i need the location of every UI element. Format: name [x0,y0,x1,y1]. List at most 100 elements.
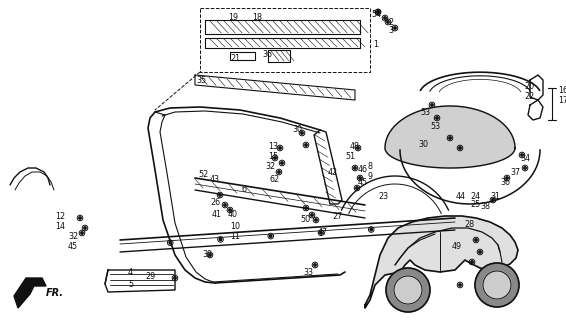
Circle shape [370,228,372,231]
Circle shape [483,271,511,299]
Text: 33: 33 [303,268,313,277]
Text: 36: 36 [262,50,272,59]
Circle shape [357,147,359,149]
Text: 18: 18 [252,13,262,22]
Text: 35: 35 [196,76,206,85]
Text: 9: 9 [368,172,373,181]
Text: 19: 19 [228,13,238,22]
Circle shape [492,199,494,201]
Text: 43: 43 [210,175,220,184]
Text: 2: 2 [388,18,393,27]
Circle shape [475,239,477,241]
Text: 6: 6 [242,185,247,194]
Text: 44: 44 [456,192,466,201]
Circle shape [459,147,461,149]
Text: 41: 41 [212,210,222,219]
Circle shape [449,137,451,139]
Text: 14: 14 [55,222,65,231]
Text: 28: 28 [464,220,474,229]
Circle shape [281,162,283,164]
Circle shape [521,154,523,156]
Text: 27: 27 [332,212,342,221]
Text: 22: 22 [524,92,534,101]
Circle shape [209,254,211,256]
Text: 52: 52 [198,170,208,179]
Text: 50: 50 [300,215,310,224]
Circle shape [279,147,281,149]
Circle shape [79,217,81,219]
Circle shape [386,268,430,312]
Text: 47: 47 [318,228,328,237]
Text: 45: 45 [358,178,368,187]
Text: 48: 48 [350,142,360,151]
Text: 51: 51 [345,152,355,161]
Text: 32: 32 [68,232,78,241]
Circle shape [169,242,171,244]
Text: 31: 31 [490,192,500,201]
Text: 5: 5 [128,280,133,289]
Circle shape [278,171,280,173]
Text: 17: 17 [558,96,566,105]
Circle shape [387,21,389,23]
Text: 39: 39 [202,250,212,259]
Circle shape [394,276,422,304]
Text: 15: 15 [268,152,278,161]
Text: 20: 20 [524,82,534,91]
Circle shape [320,232,322,234]
Circle shape [224,204,226,206]
Text: 1: 1 [373,40,378,49]
Circle shape [394,27,396,29]
Text: 21: 21 [230,54,240,63]
Circle shape [479,251,481,253]
Circle shape [315,219,317,221]
Circle shape [354,167,356,169]
Circle shape [384,17,386,19]
Text: 62: 62 [270,175,280,184]
Text: 40: 40 [228,210,238,219]
Text: 29: 29 [145,272,155,281]
Circle shape [524,167,526,169]
Text: 53: 53 [430,122,440,131]
Text: 25: 25 [470,200,480,209]
Text: 30: 30 [292,125,302,134]
Text: 11: 11 [230,232,240,241]
Text: 13: 13 [268,142,278,151]
Text: 37: 37 [510,168,520,177]
Text: FR.: FR. [46,288,64,298]
Text: 3: 3 [388,26,393,35]
Text: 30: 30 [418,140,428,149]
Text: 34: 34 [520,154,530,163]
Text: 45: 45 [68,242,78,251]
Circle shape [377,11,379,13]
Circle shape [301,132,303,134]
Circle shape [377,11,379,13]
Text: 8: 8 [368,162,373,171]
Circle shape [305,144,307,146]
Circle shape [274,157,276,159]
Text: 12: 12 [55,212,65,221]
Text: 54: 54 [371,10,381,19]
Polygon shape [365,216,518,308]
Circle shape [81,232,83,234]
Text: 16: 16 [558,86,566,95]
Circle shape [475,263,519,307]
Circle shape [431,104,433,106]
Text: 36: 36 [500,178,510,187]
Circle shape [219,238,222,241]
Polygon shape [14,278,46,308]
Circle shape [436,117,438,119]
Polygon shape [385,106,515,168]
Circle shape [314,264,316,266]
Text: 24: 24 [470,192,480,201]
Circle shape [305,207,307,209]
Circle shape [471,261,473,263]
Circle shape [311,214,313,216]
Text: 23: 23 [378,192,388,201]
Circle shape [174,277,176,279]
Text: 26: 26 [210,198,220,207]
Circle shape [84,227,86,229]
Circle shape [459,284,461,286]
Circle shape [229,209,231,211]
Circle shape [269,235,272,237]
Text: 49: 49 [452,242,462,251]
